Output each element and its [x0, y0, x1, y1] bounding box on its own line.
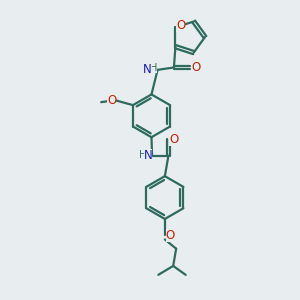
- Text: O: O: [169, 133, 178, 146]
- Text: H: H: [150, 63, 157, 74]
- Text: N: N: [143, 63, 152, 76]
- Text: H: H: [139, 150, 146, 160]
- Text: N: N: [143, 148, 152, 162]
- Text: O: O: [166, 229, 175, 242]
- Text: O: O: [107, 94, 116, 106]
- Text: O: O: [191, 61, 200, 74]
- Text: O: O: [176, 20, 185, 32]
